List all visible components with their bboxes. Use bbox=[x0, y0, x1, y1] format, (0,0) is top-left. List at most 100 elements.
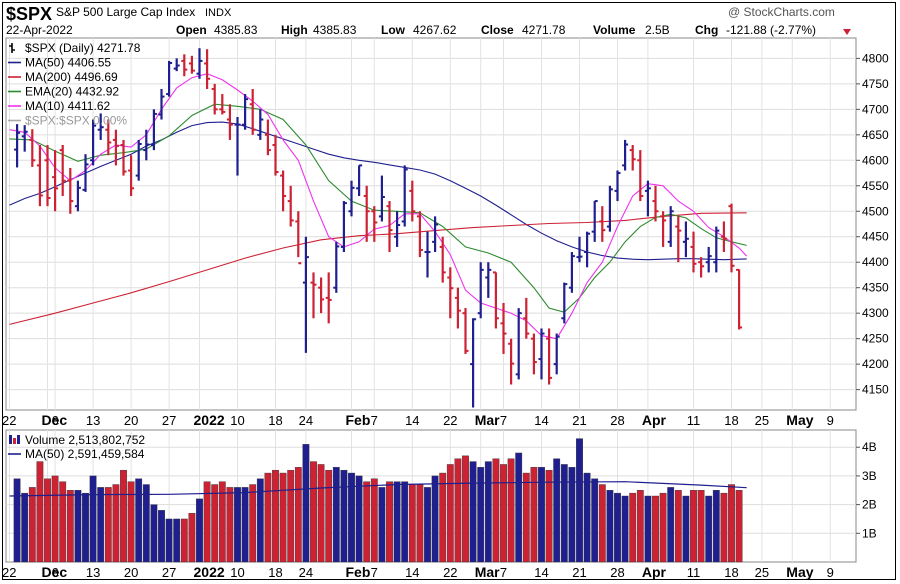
ohlc-bar bbox=[553, 333, 560, 375]
volume-bar bbox=[682, 495, 690, 563]
ohlc-bar bbox=[599, 206, 606, 242]
volume-bar bbox=[591, 478, 599, 563]
ohlc-bar bbox=[90, 119, 97, 166]
volume-y-tick-label: 3B bbox=[862, 469, 877, 483]
volume-bar bbox=[659, 492, 667, 563]
ohlc-bar bbox=[150, 109, 157, 151]
legend-entry: MA(200) 4496.69 bbox=[25, 70, 118, 84]
volume-bar bbox=[28, 487, 36, 563]
x-tick-label: 6 bbox=[51, 565, 58, 580]
volume-bar bbox=[568, 467, 576, 563]
x-tick-label: Dec bbox=[42, 412, 68, 428]
ohlc-bar bbox=[105, 119, 112, 156]
volume-bar bbox=[667, 487, 675, 563]
volume-bar bbox=[652, 495, 659, 563]
x-tick-label: 27 bbox=[162, 413, 176, 428]
volume-bar bbox=[279, 472, 287, 563]
x-tick-label: 13 bbox=[86, 565, 100, 580]
stat-volume-label: Volume bbox=[593, 23, 636, 37]
x-tick-label: 14 bbox=[405, 413, 419, 428]
volume-y-axis: 1B 2B 3B 4B bbox=[856, 440, 877, 540]
ohlc-bar bbox=[660, 211, 667, 247]
x-tick-label: Mar bbox=[475, 412, 500, 428]
ohlc-bar bbox=[409, 180, 416, 222]
ohlc-bar bbox=[705, 246, 712, 273]
volume-bar bbox=[697, 490, 705, 563]
volume-bars bbox=[13, 438, 743, 563]
ohlc-bar bbox=[401, 165, 408, 227]
ohlc-bar bbox=[52, 150, 59, 212]
stat-close-value: 4271.78 bbox=[522, 23, 566, 37]
ohlc-bar bbox=[454, 287, 461, 329]
volume-bar bbox=[484, 461, 492, 563]
x-tick-label: 11 bbox=[687, 413, 701, 428]
ohlc-bar bbox=[302, 236, 309, 353]
volume-bar bbox=[690, 490, 697, 563]
ohlc-bar bbox=[523, 297, 530, 339]
legend-entry: $SPX:$SPX 0.00% bbox=[25, 114, 127, 128]
volume-bar bbox=[606, 490, 614, 563]
ohlc-bar bbox=[652, 185, 659, 222]
ohlc-bar bbox=[644, 180, 651, 217]
volume-bar bbox=[712, 490, 720, 563]
x-tick-label: Apr bbox=[642, 412, 667, 428]
ohlc-bar bbox=[333, 241, 340, 293]
price-y-tick-label: 4500 bbox=[862, 204, 889, 218]
volume-bar bbox=[515, 452, 523, 563]
ohlc-bar bbox=[485, 262, 492, 298]
volume-bar bbox=[705, 495, 713, 563]
price-y-tick-label: 4700 bbox=[862, 102, 889, 116]
price-panel bbox=[5, 37, 857, 411]
x-tick-label: 7 bbox=[500, 413, 507, 428]
volume-bar bbox=[203, 481, 211, 563]
price-y-tick-label: 4800 bbox=[862, 51, 889, 65]
ohlc-bar bbox=[606, 185, 613, 232]
ohlc-bar bbox=[614, 170, 621, 202]
x-tick-label: 28 bbox=[610, 413, 624, 428]
stat-chg-label: Chg bbox=[695, 23, 718, 37]
x-tick-label: Apr bbox=[642, 564, 667, 580]
volume-bar bbox=[180, 518, 188, 563]
volume-bar bbox=[264, 472, 272, 563]
volume-bar bbox=[150, 504, 158, 563]
x-tick-label: 21 bbox=[572, 413, 586, 428]
ohlc-bar bbox=[584, 231, 591, 268]
x-tick-label: 10 bbox=[230, 565, 244, 580]
volume-bar bbox=[576, 438, 583, 563]
stat-high-label: High bbox=[281, 23, 308, 37]
volume-bar bbox=[249, 484, 257, 563]
ohlc-bar bbox=[295, 211, 302, 265]
price-y-tick-label: 4750 bbox=[862, 77, 889, 91]
ohlc-bar bbox=[257, 109, 264, 140]
x-tick-label: 10 bbox=[230, 413, 244, 428]
price-y-tick-label: 4400 bbox=[862, 255, 889, 269]
stat-high-value: 4385.83 bbox=[313, 23, 357, 37]
price-y-tick-label: 4650 bbox=[862, 128, 889, 142]
stat-chg-value: -121.88 (-2.77%) bbox=[726, 23, 816, 37]
ohlc-bar bbox=[447, 267, 454, 319]
volume-bar bbox=[272, 469, 279, 563]
ohlc-bar bbox=[591, 200, 598, 242]
volume-bar bbox=[332, 467, 340, 563]
ohlc-bar bbox=[188, 55, 195, 74]
price-y-tick-label: 4450 bbox=[862, 230, 889, 244]
price-y-tick-label: 4550 bbox=[862, 179, 889, 193]
volume-bar bbox=[629, 492, 637, 563]
x-tick-label: Mar bbox=[475, 564, 500, 580]
ohlc-bar bbox=[211, 83, 218, 115]
volume-bar bbox=[545, 469, 553, 563]
index-name: S&P 500 Large Cap Index bbox=[56, 5, 195, 19]
volume-bar bbox=[500, 464, 507, 563]
ohlc-bar bbox=[310, 272, 317, 319]
price-y-tick-label: 4250 bbox=[862, 332, 889, 346]
x-tick-label: 14 bbox=[405, 565, 419, 580]
ohlc-bar bbox=[371, 206, 378, 242]
volume-bar bbox=[89, 475, 97, 563]
price-y-tick-label: 4350 bbox=[862, 281, 889, 295]
x-tick-label: 22 bbox=[2, 565, 16, 580]
ohlc-bar bbox=[690, 231, 697, 273]
x-tick-label: 14 bbox=[534, 413, 548, 428]
ohlc-bar bbox=[74, 180, 81, 212]
